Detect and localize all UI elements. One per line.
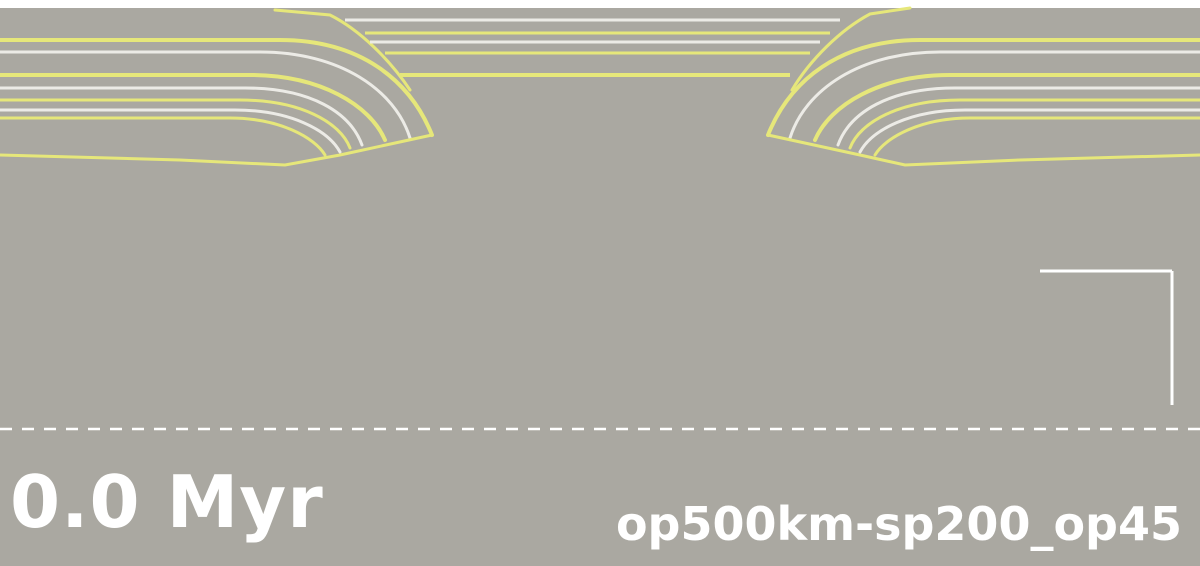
right-contour-7 [873, 116, 1200, 157]
left-contour-6 [0, 108, 342, 154]
left-plate-contours [0, 8, 434, 167]
left-contour-7 [0, 116, 327, 157]
left-upper-arc [273, 8, 412, 92]
left-contour-2 [0, 50, 412, 140]
left-contour-3 [0, 73, 387, 142]
central-layers [345, 18, 840, 77]
right-contour-2 [788, 50, 1200, 140]
model-label: op500km-sp200_op45 [615, 497, 1182, 551]
left-contour-1 [0, 38, 434, 137]
right-base-contour [766, 133, 1200, 167]
left-contour-4 [0, 86, 364, 147]
time-label: 0.0 Myr [10, 460, 324, 544]
scale-bracket [1040, 269, 1174, 405]
right-contour-3 [813, 73, 1200, 142]
right-plate-contours [766, 6, 1200, 167]
right-contour-5 [848, 98, 1200, 150]
left-base-contour [0, 133, 434, 167]
left-contour-5 [0, 98, 352, 150]
right-contour-1 [766, 38, 1200, 137]
right-upper-arc [790, 6, 912, 92]
right-contour-6 [858, 108, 1200, 154]
right-contour-4 [836, 86, 1200, 147]
top-boundary [0, 0, 1200, 8]
